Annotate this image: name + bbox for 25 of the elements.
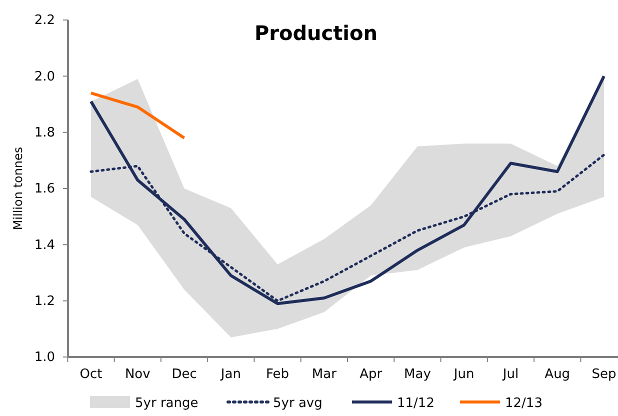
x-tick-label: May xyxy=(404,367,432,382)
x-tick-label: Feb xyxy=(266,367,290,382)
y-tick-label: 1.2 xyxy=(34,294,55,309)
y-tick-label: 1.8 xyxy=(34,125,55,140)
x-tick-label: Apr xyxy=(360,367,383,382)
y-axis-title: Million tonnes xyxy=(11,146,25,230)
y-tick-label: 1.4 xyxy=(34,238,55,253)
y-tick-label: 2.0 xyxy=(34,69,55,84)
legend-label: 11/12 xyxy=(397,396,434,411)
y-tick-label: 2.2 xyxy=(34,13,55,28)
legend-label: 12/13 xyxy=(505,396,542,411)
legend-label: 5yr range xyxy=(135,396,198,411)
chart-title: Production xyxy=(254,21,378,45)
x-tick-label: Aug xyxy=(544,367,570,382)
x-tick-label: Oct xyxy=(80,367,102,382)
x-tick-label: Nov xyxy=(124,367,151,382)
y-tick-label: 1.6 xyxy=(34,182,55,197)
legend-label: 5yr avg xyxy=(273,396,322,411)
x-tick-label: Jul xyxy=(502,367,519,382)
x-tick-label: Jun xyxy=(452,367,474,382)
x-tick-label: Mar xyxy=(312,367,338,382)
x-tick-label: Dec xyxy=(172,367,197,382)
y-tick-label: 1.0 xyxy=(34,350,55,366)
x-tick-label: Jan xyxy=(220,367,241,382)
x-tick-label: Sep xyxy=(592,367,616,382)
